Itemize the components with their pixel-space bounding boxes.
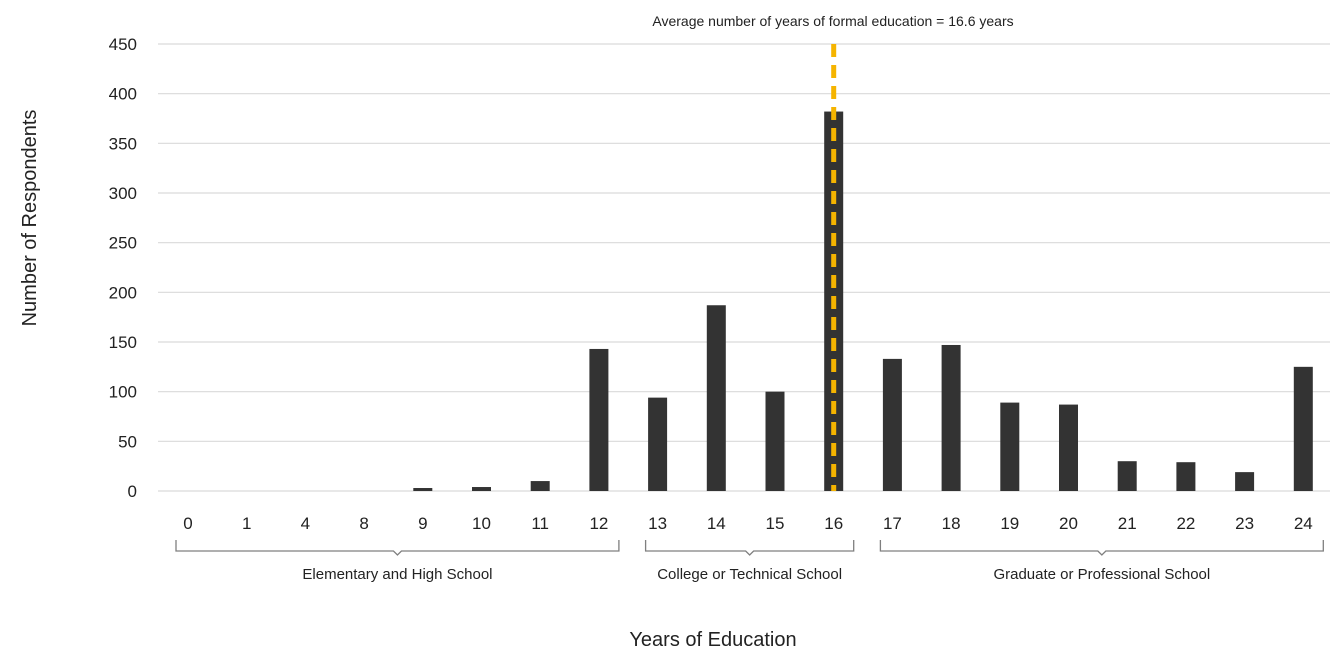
group-label: Graduate or Professional School (993, 566, 1210, 583)
x-tick-label: 12 (589, 514, 608, 533)
x-tick-label: 18 (942, 514, 961, 533)
y-tick-label: 150 (109, 333, 137, 352)
x-tick-label: 15 (766, 514, 785, 533)
y-tick-labels: 0 50 100 150 200 250 300 350 400 450 (109, 35, 137, 501)
y-tick-label: 200 (109, 283, 137, 302)
x-tick-label: 19 (1000, 514, 1019, 533)
bar (1059, 404, 1078, 491)
x-tick-label: 9 (418, 514, 427, 533)
x-tick-label: 21 (1118, 514, 1137, 533)
bar (413, 488, 433, 491)
x-tick-label: 23 (1235, 514, 1254, 533)
x-tick-label: 13 (648, 514, 667, 533)
x-tick-label: 20 (1059, 514, 1078, 533)
group-label: Elementary and High School (302, 566, 492, 583)
y-tick-label: 400 (109, 85, 137, 104)
x-tick-label: 16 (824, 514, 843, 533)
x-tick-label: 17 (883, 514, 902, 533)
group-bracket (879, 540, 1324, 556)
group-label: College or Technical School (657, 566, 842, 583)
bar (472, 487, 491, 491)
y-tick-label: 250 (109, 234, 137, 253)
x-tick-label: 22 (1176, 514, 1195, 533)
x-axis-title: Years of Education (629, 629, 796, 651)
bar (941, 344, 961, 491)
bar (1000, 402, 1020, 491)
x-tick-label: 8 (359, 514, 368, 533)
bars (413, 111, 1313, 492)
bar (530, 481, 550, 491)
x-tick-label: 14 (707, 514, 726, 533)
y-tick-label: 0 (128, 482, 137, 501)
y-tick-label: 50 (118, 432, 137, 451)
x-tick-label: 10 (472, 514, 491, 533)
gridlines (158, 43, 1330, 492)
y-tick-label: 350 (109, 134, 137, 153)
bar (706, 305, 726, 491)
group-brackets: Elementary and High School College or Tec… (175, 540, 1324, 583)
bar (1117, 461, 1137, 491)
y-axis-title: Number of Respondents (19, 110, 41, 327)
average-annotation: Average number of years of formal educat… (652, 13, 1013, 29)
group-bracket (175, 540, 620, 556)
bar (882, 358, 902, 491)
y-tick-label: 450 (109, 35, 137, 54)
x-tick-label: 24 (1294, 514, 1313, 533)
y-tick-label: 300 (109, 184, 137, 203)
bar (589, 348, 609, 491)
x-tick-label: 0 (183, 514, 192, 533)
bar (1293, 366, 1313, 491)
x-tick-label: 4 (301, 514, 310, 533)
group-bracket (644, 540, 855, 556)
x-tick-label: 11 (531, 514, 549, 533)
y-tick-label: 100 (109, 383, 137, 402)
x-tick-labels: 0 1 4 8 9 10 11 12 13 14 15 16 17 18 19 20 21 22 23 24 (183, 514, 1312, 533)
bar (765, 391, 785, 491)
bar (1176, 462, 1196, 491)
bar (1235, 472, 1255, 491)
x-tick-label: 1 (242, 514, 251, 533)
bar (648, 397, 668, 491)
